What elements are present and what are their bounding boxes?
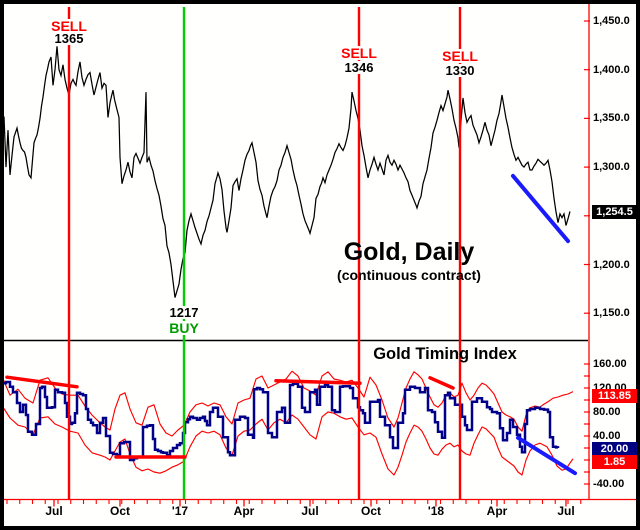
- sell-annotation-price: 1365: [52, 31, 86, 46]
- current-value-label: 1,254.5: [592, 205, 637, 219]
- timing-index-title: Gold Timing Index: [373, 345, 517, 363]
- current-value-label: 1.85: [592, 455, 637, 469]
- x-axis-label: Apr: [486, 504, 508, 518]
- x-axis-label: Jul: [557, 504, 575, 518]
- price-axis-label: 1,450.0: [593, 15, 630, 27]
- sell-annotation-action: SELL: [49, 18, 89, 34]
- x-axis-label: Jul: [45, 504, 63, 518]
- buy-annotation-action: BUY: [167, 320, 201, 336]
- gold-price-line: [1, 46, 571, 298]
- sell-annotation-price: 1330: [443, 63, 477, 78]
- x-axis-label: Oct: [109, 504, 130, 518]
- timing-upper-band: [2, 370, 574, 437]
- sell-annotation-action: SELL: [440, 48, 480, 64]
- indicator-axis-label: 40.00: [593, 430, 621, 442]
- x-axis-label: '18: [427, 504, 445, 518]
- x-axis-label: Apr: [233, 504, 255, 518]
- indicator-axis-label: 160.00: [593, 358, 627, 370]
- trendline-1: [516, 435, 577, 476]
- price-axis-label: 1,400.0: [593, 63, 630, 76]
- indicator-axis-label: 80.00: [593, 406, 621, 418]
- x-axis-label: Jul: [301, 504, 319, 518]
- timing-index-line: [3, 380, 560, 462]
- buy-annotation-price: 1217: [167, 305, 201, 320]
- price-axis-label: 1,150.0: [593, 307, 630, 320]
- trendline-2: [5, 375, 79, 389]
- current-value-label: 113.85: [592, 389, 637, 403]
- x-axis-label: '17: [171, 504, 189, 518]
- x-axis-label: Oct: [360, 504, 381, 518]
- indicator-axis-label: -40.00: [593, 478, 625, 490]
- current-value-label: 20.00: [592, 442, 637, 456]
- price-axis-label: 1,350.0: [593, 112, 630, 125]
- sell-annotation-price: 1346: [342, 60, 376, 75]
- price-axis-label: 1,300.0: [593, 161, 630, 174]
- trendline-5: [428, 376, 455, 390]
- trendline-0: [511, 173, 570, 244]
- price-panel-title: Gold, Daily: [343, 238, 475, 266]
- price-axis-label: 1,200.0: [593, 258, 630, 271]
- price-panel-subtitle: (continuous contract): [337, 267, 481, 283]
- sell-annotation-action: SELL: [339, 45, 379, 61]
- trendline-4: [274, 379, 362, 385]
